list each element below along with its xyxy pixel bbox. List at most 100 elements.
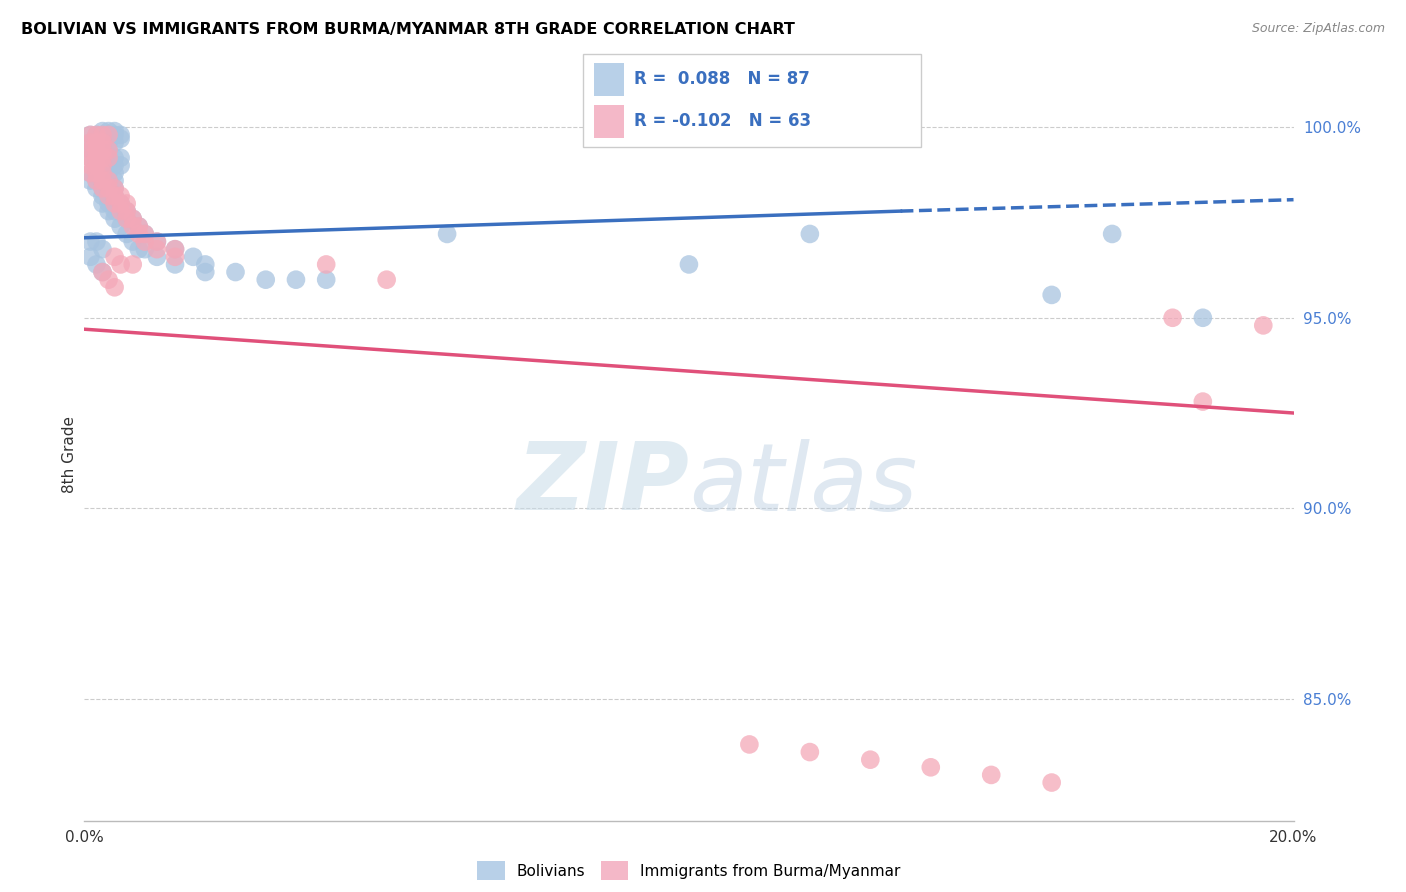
Point	[115, 211, 138, 226]
Point	[91, 196, 114, 211]
Point	[104, 151, 127, 165]
Point	[104, 250, 127, 264]
Point	[121, 235, 143, 249]
Point	[436, 227, 458, 241]
Point	[86, 173, 108, 187]
Point	[86, 257, 108, 271]
Point	[799, 227, 821, 241]
Text: BOLIVIAN VS IMMIGRANTS FROM BURMA/MYANMAR 8TH GRADE CORRELATION CHART: BOLIVIAN VS IMMIGRANTS FROM BURMA/MYANMA…	[21, 22, 794, 37]
Point	[91, 151, 114, 165]
Point	[115, 196, 138, 211]
Point	[1101, 227, 1123, 241]
Point	[104, 189, 127, 203]
Point	[165, 257, 187, 271]
Point	[91, 128, 114, 142]
Point	[1192, 394, 1215, 409]
Point	[134, 235, 156, 249]
Point	[1040, 775, 1063, 789]
Text: ZIP: ZIP	[516, 438, 689, 530]
Point	[110, 128, 132, 142]
Point	[79, 128, 101, 142]
Point	[91, 143, 114, 157]
Point	[104, 166, 127, 180]
FancyBboxPatch shape	[583, 54, 921, 147]
Point	[86, 143, 108, 157]
Point	[738, 738, 761, 752]
Point	[97, 136, 120, 150]
Point	[115, 211, 138, 226]
Point	[79, 136, 101, 150]
Point	[86, 151, 108, 165]
Point	[97, 189, 120, 203]
Point	[110, 204, 132, 219]
Point	[165, 250, 187, 264]
Point	[146, 250, 169, 264]
Point	[146, 235, 169, 249]
Point	[194, 265, 217, 279]
Legend: Bolivians, Immigrants from Burma/Myanmar: Bolivians, Immigrants from Burma/Myanmar	[471, 855, 907, 886]
Point	[146, 235, 169, 249]
Point	[79, 158, 101, 172]
Point	[104, 181, 127, 195]
Point	[86, 128, 108, 142]
Point	[91, 136, 114, 150]
Point	[678, 257, 700, 271]
Point	[79, 128, 101, 142]
Point	[86, 166, 108, 180]
Point	[121, 219, 143, 234]
Point	[97, 196, 120, 211]
Point	[79, 235, 101, 249]
Point	[91, 158, 114, 172]
Point	[97, 128, 120, 142]
Point	[97, 128, 120, 142]
Point	[134, 227, 156, 241]
Point	[128, 227, 150, 241]
Point	[86, 166, 108, 180]
Point	[859, 753, 882, 767]
Point	[91, 158, 114, 172]
Y-axis label: 8th Grade: 8th Grade	[62, 417, 77, 493]
Point	[920, 760, 942, 774]
Point	[121, 211, 143, 226]
Point	[97, 166, 120, 180]
Point	[128, 242, 150, 256]
Point	[86, 128, 108, 142]
Point	[97, 173, 120, 187]
Point	[91, 128, 114, 142]
Point	[110, 219, 132, 234]
Point	[110, 196, 132, 211]
Point	[97, 158, 120, 172]
Point	[97, 143, 120, 157]
Point	[128, 219, 150, 234]
FancyBboxPatch shape	[593, 105, 624, 138]
Point	[86, 235, 108, 249]
Point	[79, 143, 101, 157]
Point	[104, 189, 127, 203]
FancyBboxPatch shape	[593, 63, 624, 95]
Point	[79, 166, 101, 180]
Point	[104, 173, 127, 187]
Point	[104, 136, 127, 150]
Point	[104, 181, 127, 195]
Point	[134, 242, 156, 256]
Point	[79, 173, 101, 187]
Text: R = -0.102   N = 63: R = -0.102 N = 63	[634, 112, 811, 130]
Point	[86, 158, 108, 172]
Point	[104, 280, 127, 294]
Point	[97, 181, 120, 195]
Point	[980, 768, 1002, 782]
Point	[181, 250, 204, 264]
Point	[104, 128, 127, 142]
Point	[97, 189, 120, 203]
Text: atlas: atlas	[689, 439, 917, 530]
Point	[128, 219, 150, 234]
Point	[91, 173, 114, 187]
Point	[110, 158, 132, 172]
Point	[104, 196, 127, 211]
Point	[86, 173, 108, 187]
Point	[97, 204, 120, 219]
Point	[97, 124, 120, 138]
Point	[86, 151, 108, 165]
Point	[91, 265, 114, 279]
Point	[91, 166, 114, 180]
